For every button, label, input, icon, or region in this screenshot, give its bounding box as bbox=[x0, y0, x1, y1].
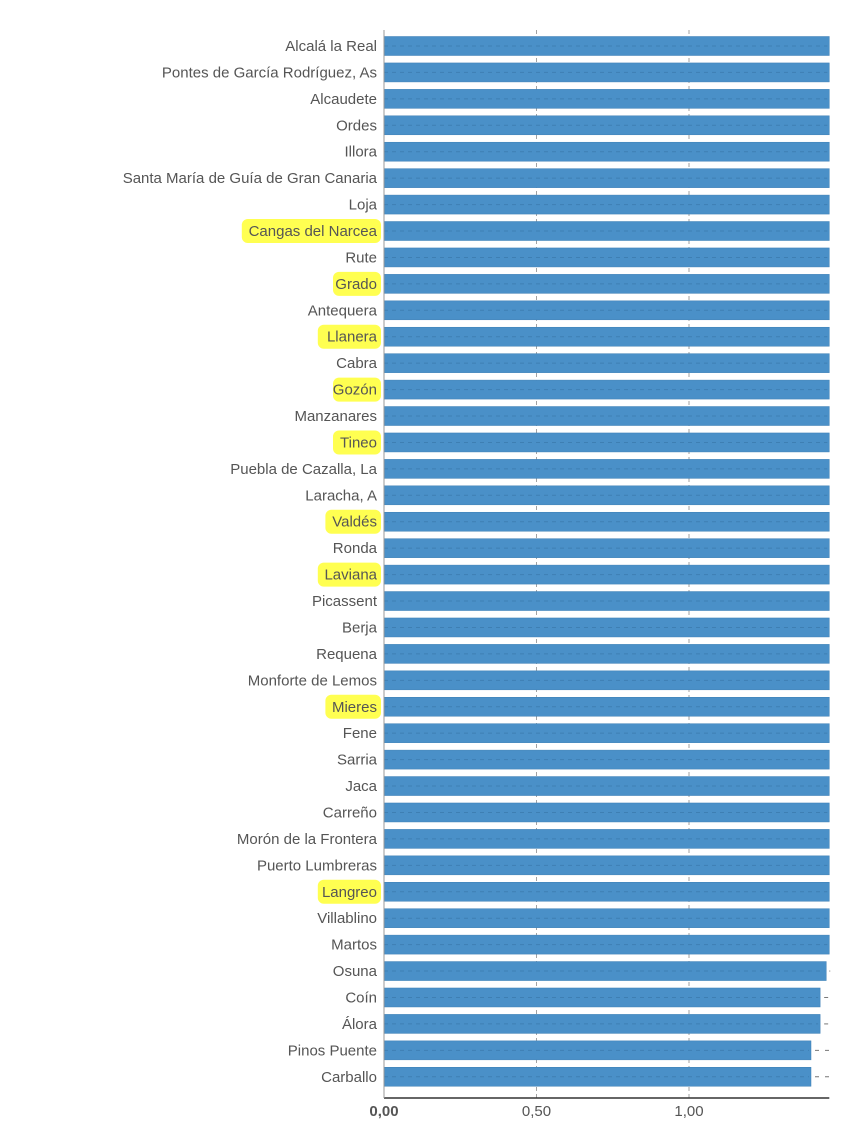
highlight-marker bbox=[325, 694, 381, 719]
highlight-marker bbox=[317, 562, 381, 587]
category-label: Sarria bbox=[337, 752, 378, 769]
category-label: Manzanares bbox=[294, 408, 377, 425]
highlight-marker bbox=[317, 879, 381, 904]
category-label: Tineo bbox=[340, 434, 377, 451]
category-label: Martos bbox=[331, 937, 377, 954]
highlight-marker bbox=[333, 430, 381, 455]
category-label: Berja bbox=[342, 619, 378, 636]
category-label: Puerto Lumbreras bbox=[257, 857, 377, 874]
category-label: Requena bbox=[316, 646, 378, 663]
highlight-marker bbox=[333, 271, 381, 296]
highlight-marker bbox=[333, 377, 381, 402]
category-label: Ronda bbox=[333, 540, 378, 557]
category-label: Picassent bbox=[312, 593, 378, 610]
category-label: Osuna bbox=[333, 963, 378, 980]
category-label: Grado bbox=[335, 276, 377, 293]
category-label: Puebla de Cazalla, La bbox=[230, 461, 377, 478]
category-label: Alcaudete bbox=[310, 91, 377, 108]
x-tick-label: 1,00 bbox=[674, 1103, 703, 1120]
highlight-marker bbox=[325, 509, 381, 534]
category-label: Ordes bbox=[336, 117, 377, 134]
category-label: Monforte de Lemos bbox=[248, 672, 377, 689]
category-label: Alcalá la Real bbox=[285, 38, 377, 55]
category-label: Mieres bbox=[332, 699, 377, 716]
category-label: Carreño bbox=[323, 804, 377, 821]
category-label: Morón de la Frontera bbox=[237, 831, 378, 848]
category-label: Antequera bbox=[308, 302, 378, 319]
category-label: Álora bbox=[342, 1016, 378, 1033]
x-tick-label: 0,00 bbox=[369, 1103, 398, 1120]
highlight-marker bbox=[317, 324, 381, 349]
category-label: Santa María de Guía de Gran Canaria bbox=[123, 170, 378, 187]
category-label: Loja bbox=[349, 197, 378, 214]
category-label: Gozón bbox=[333, 382, 377, 399]
category-label: Langreo bbox=[322, 884, 377, 901]
category-label: Pinos Puente bbox=[288, 1042, 377, 1059]
category-label: Cangas del Narcea bbox=[249, 223, 378, 240]
category-label: Fene bbox=[343, 725, 377, 742]
category-label: Llanera bbox=[327, 329, 378, 346]
category-label: Laviana bbox=[324, 567, 377, 584]
category-label: Cabra bbox=[336, 355, 378, 372]
category-label: Villablino bbox=[317, 910, 377, 927]
category-label: Illora bbox=[344, 144, 377, 161]
category-label: Jaca bbox=[345, 778, 377, 795]
category-label: Laracha, A bbox=[305, 487, 377, 504]
highlight-marker bbox=[241, 219, 381, 244]
category-label: Rute bbox=[345, 249, 377, 266]
category-label: Coín bbox=[345, 989, 377, 1006]
x-tick-label: 0,50 bbox=[522, 1103, 551, 1120]
category-label: Valdés bbox=[332, 514, 377, 531]
category-label: Pontes de García Rodríguez, As bbox=[162, 64, 377, 81]
category-label: Carballo bbox=[321, 1069, 377, 1086]
